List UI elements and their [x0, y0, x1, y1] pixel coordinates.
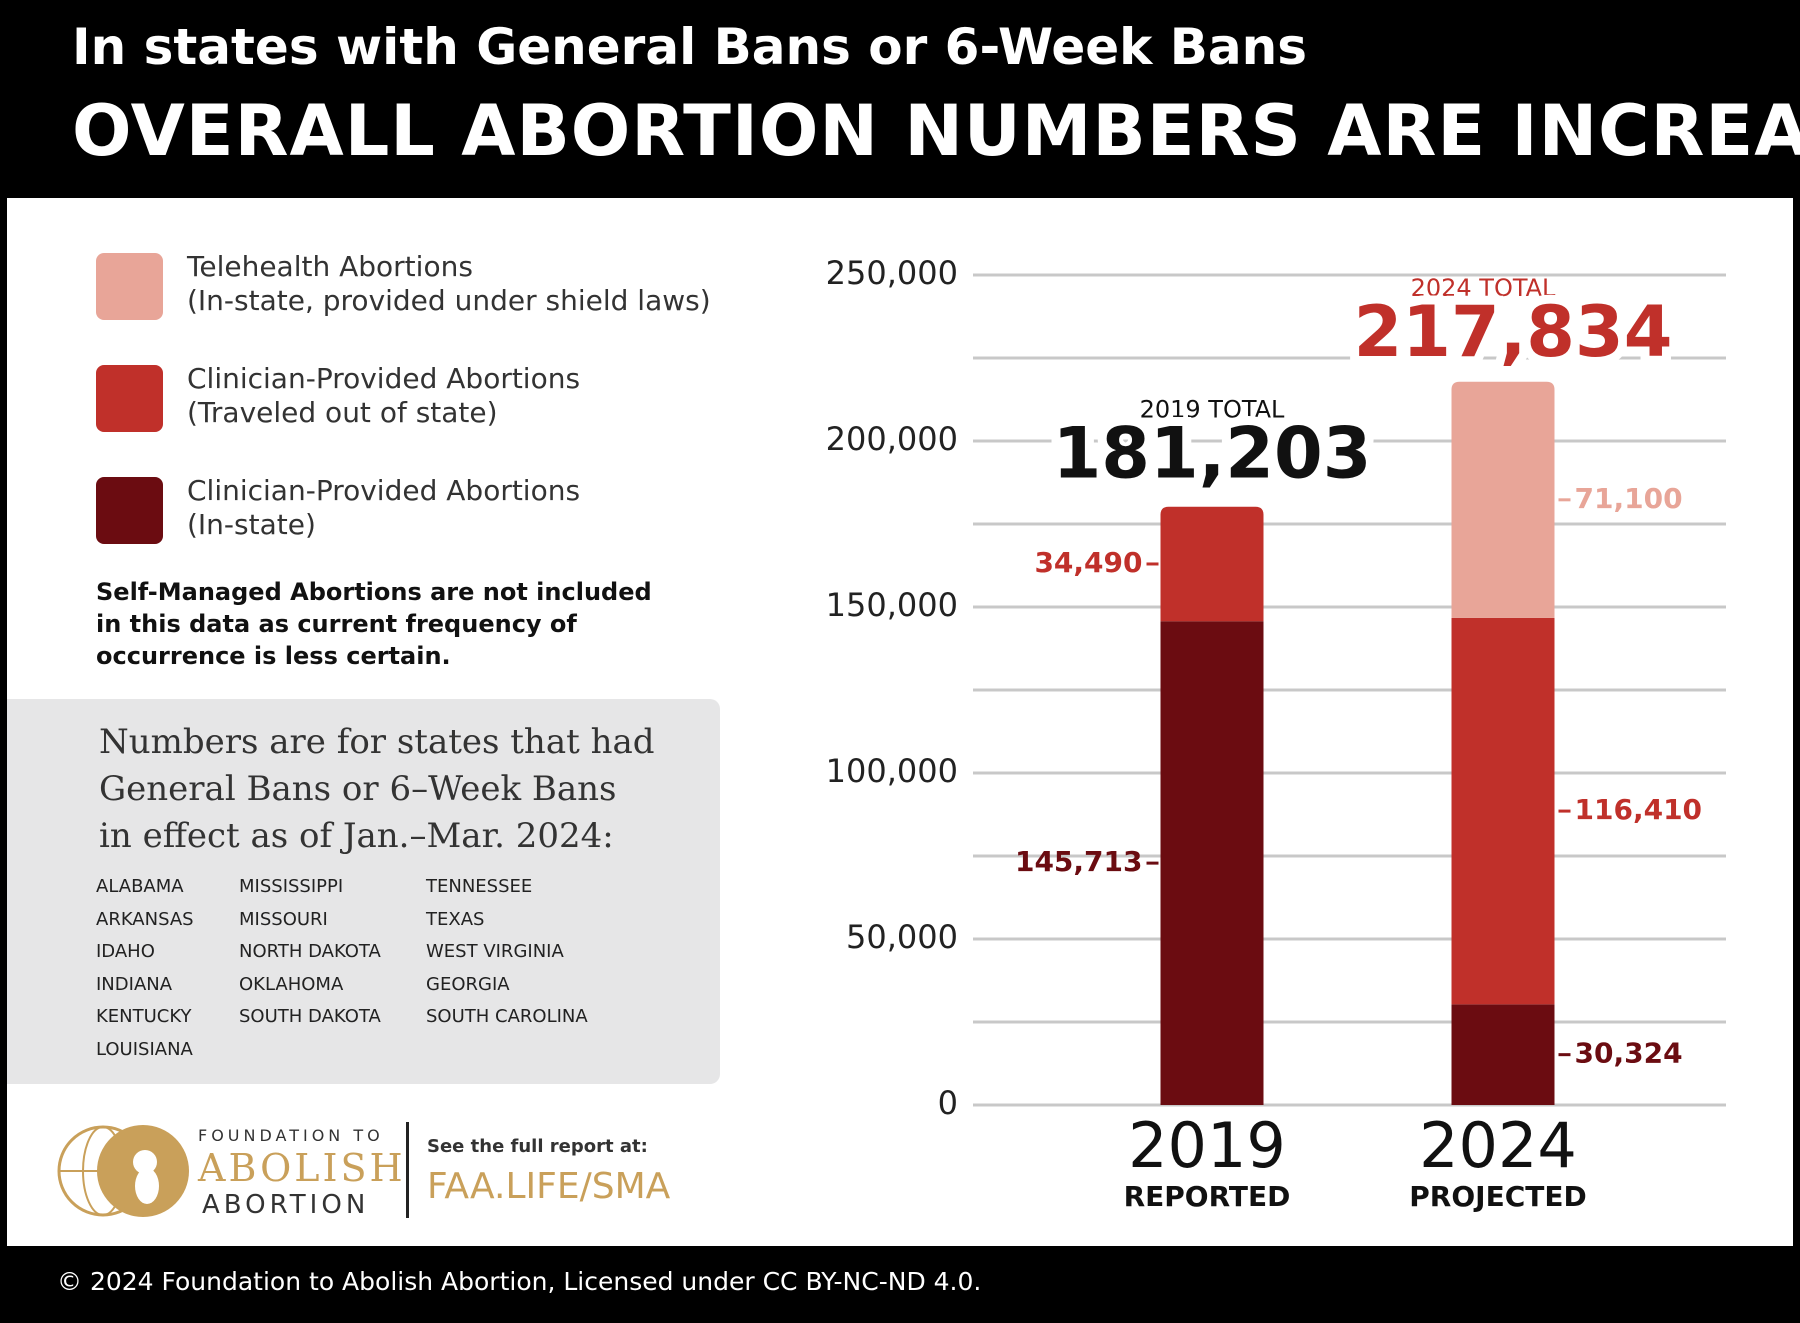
x-tick-label: 2019 [1128, 1109, 1286, 1182]
note-line: in this data as current frequency of [96, 610, 577, 638]
total-value: 217,834 [1354, 291, 1673, 373]
legend-detail: (In-state, provided under shield laws) [187, 284, 711, 317]
report-url[interactable]: FAA.LIFE/SMA [427, 1166, 671, 1207]
state-name: SOUTH CAROLINA [426, 1006, 588, 1027]
total-caption: 2024 TOTAL [1411, 274, 1556, 302]
legend-detail: (Traveled out of state) [187, 396, 498, 429]
state-name: ALABAMA [96, 876, 184, 897]
footer: © 2024 Foundation to Abolish Abortion, L… [57, 1267, 982, 1296]
x-tick-note: REPORTED [1124, 1180, 1291, 1213]
y-tick-label: 100,000 [826, 752, 958, 790]
logo-line: FOUNDATION TO [198, 1126, 384, 1145]
bar-segment [1451, 617, 1555, 1005]
state-name: TEXAS [426, 908, 485, 930]
y-tick-label: 50,000 [846, 918, 958, 956]
state-name: INDIANA [96, 973, 173, 995]
note-line: occurrence is less certain. [96, 642, 451, 670]
states-box [7, 699, 720, 1084]
y-tick-label: 200,000 [826, 420, 958, 458]
state-name: MISSOURI [239, 908, 328, 930]
state-name: IDAHO [96, 941, 155, 962]
states-heading: in effect as of Jan.–Mar. 2024: [99, 816, 614, 856]
x-tick-note: PROJECTED [1409, 1180, 1586, 1213]
value-label: 71,100 [1575, 482, 1683, 515]
bar-segment [1160, 506, 1264, 622]
legend-label: Clinician-Provided Abortions [187, 474, 581, 507]
title: OVERALL ABORTION NUMBERS ARE INCREASING [72, 90, 1800, 172]
state-name: OKLAHOMA [239, 973, 344, 995]
legend-swatch [96, 477, 163, 544]
state-name: TENNESSEE [426, 876, 533, 897]
state-name: WEST VIRGINIA [426, 941, 564, 962]
legend-swatch [96, 253, 163, 320]
legend-label: Telehealth Abortions [187, 250, 473, 283]
value-label: 34,490 [1034, 546, 1142, 579]
divider [406, 1122, 409, 1218]
state-name: LOUISIANA [96, 1038, 193, 1060]
report-label: See the full report at: [427, 1136, 648, 1157]
legend-swatch [96, 365, 163, 432]
legend-detail: (In-state) [187, 508, 316, 541]
bar-segment [1451, 1004, 1555, 1105]
value-label: 116,410 [1575, 793, 1703, 826]
logo-line: ABOLISH [198, 1146, 406, 1190]
note-line: Self-Managed Abortions are not included [96, 578, 652, 606]
value-label: 30,324 [1575, 1037, 1683, 1070]
logo-emblem [57, 1125, 189, 1217]
state-name: ARKANSAS [96, 908, 194, 930]
value-label: 145,713 [1015, 845, 1143, 878]
subtitle: In states with General Bans or 6-Week Ba… [72, 18, 1308, 76]
states-heading: General Bans or 6–Week Bans [99, 769, 617, 809]
legend-label: Clinician-Provided Abortions [187, 362, 581, 395]
y-tick-label: 250,000 [826, 254, 958, 292]
total-caption: 2019 TOTAL [1140, 395, 1285, 423]
state-name: KENTUCKY [96, 1006, 192, 1027]
state-name: NORTH DAKOTA [239, 941, 381, 962]
logo-line: ABORTION [202, 1190, 370, 1220]
y-tick-label: 150,000 [826, 586, 958, 624]
y-tick-label: 0 [938, 1084, 958, 1122]
state-name: MISSISSIPPI [239, 876, 344, 897]
x-tick-label: 2024 [1419, 1109, 1577, 1182]
state-name: GEORGIA [426, 973, 510, 995]
total-value: 181,203 [1053, 412, 1372, 494]
states-heading: Numbers are for states that had [99, 722, 655, 762]
bar-segment [1451, 381, 1555, 618]
state-name: SOUTH DAKOTA [239, 1006, 381, 1027]
bar-segment [1160, 621, 1264, 1105]
